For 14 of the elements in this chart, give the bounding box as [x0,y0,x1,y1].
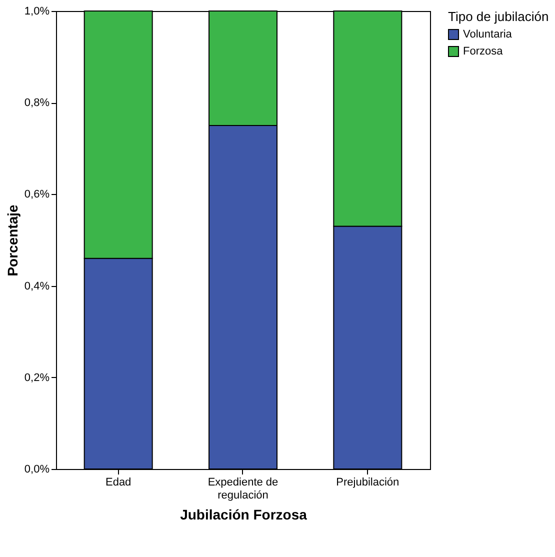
y-axis-title: Porcentaje [4,204,20,276]
legend-title: Tipo de jubilación [448,9,549,24]
legend-label: Forzosa [463,46,504,58]
y-tick-label: 0,8% [24,97,50,110]
x-tick-label: Edad [105,476,132,488]
x-tick-label: Expediente de regulación [208,476,278,502]
y-tick-label: 0,6% [24,188,50,201]
legend-label: Voluntaria [463,28,513,40]
x-axis-title: Jubilación Forzosa [180,506,308,522]
y-tick-label: 0,4% [24,280,50,292]
y-tick-label: 0,0% [24,464,50,476]
y-tick-label: 1,0% [24,6,50,18]
y-tick-label: 0,2% [24,372,50,384]
x-tick-label: Prejubilación [336,476,400,488]
